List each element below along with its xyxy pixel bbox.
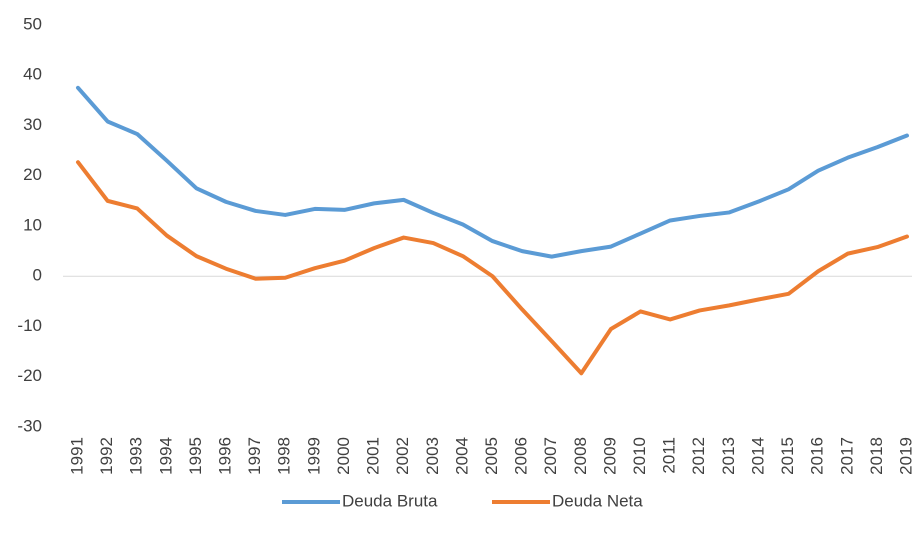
x-tick-label: 1995 [186,437,205,475]
x-tick-label: 1992 [97,437,116,475]
x-tick-label: 2005 [482,437,501,475]
x-tick-label: 1991 [67,437,86,475]
x-tick-label: 2006 [512,437,531,475]
y-tick-label: -10 [17,316,42,335]
x-tick-label: 2012 [689,437,708,475]
x-tick-label: 1997 [245,437,264,475]
y-tick-label: 40 [23,65,42,84]
x-tick-label: 2004 [452,437,471,475]
x-tick-label: 2018 [867,437,886,475]
y-tick-label: 20 [23,165,42,184]
series-line [76,85,909,259]
x-tick-label: 2014 [748,437,767,475]
x-tick-label: 2010 [630,437,649,475]
x-tick-label: 1996 [216,437,235,475]
x-tick-label: 2013 [719,437,738,475]
x-tick-label: 2000 [334,437,353,475]
y-tick-label: 30 [23,115,42,134]
x-tick-label: 2015 [778,437,797,475]
x-tick-label: 1993 [127,437,146,475]
x-tick-label: 2002 [393,437,412,475]
x-tick-label: 2011 [660,437,679,474]
x-tick-label: 2008 [571,437,590,475]
x-tick-label: 2003 [423,437,442,475]
x-tick-label: 2007 [541,437,560,475]
x-tick-label: 2019 [896,437,914,475]
y-tick-label: 10 [23,215,42,234]
x-tick-label: 2001 [364,437,383,475]
y-tick-label: 0 [33,266,42,285]
x-tick-label: 1994 [156,437,175,475]
x-tick-label: 1998 [275,437,294,475]
x-tick-label: 2016 [808,437,827,475]
legend-label: Deuda Neta [552,491,643,510]
series-line [76,160,909,376]
y-tick-label: -30 [17,416,42,435]
y-tick-label: -20 [17,366,42,385]
x-tick-label: 1999 [304,437,323,475]
x-tick-label: 2009 [600,437,619,475]
x-tick-label: 2017 [837,437,856,475]
legend-label: Deuda Bruta [342,491,438,510]
y-tick-label: 50 [23,14,42,33]
